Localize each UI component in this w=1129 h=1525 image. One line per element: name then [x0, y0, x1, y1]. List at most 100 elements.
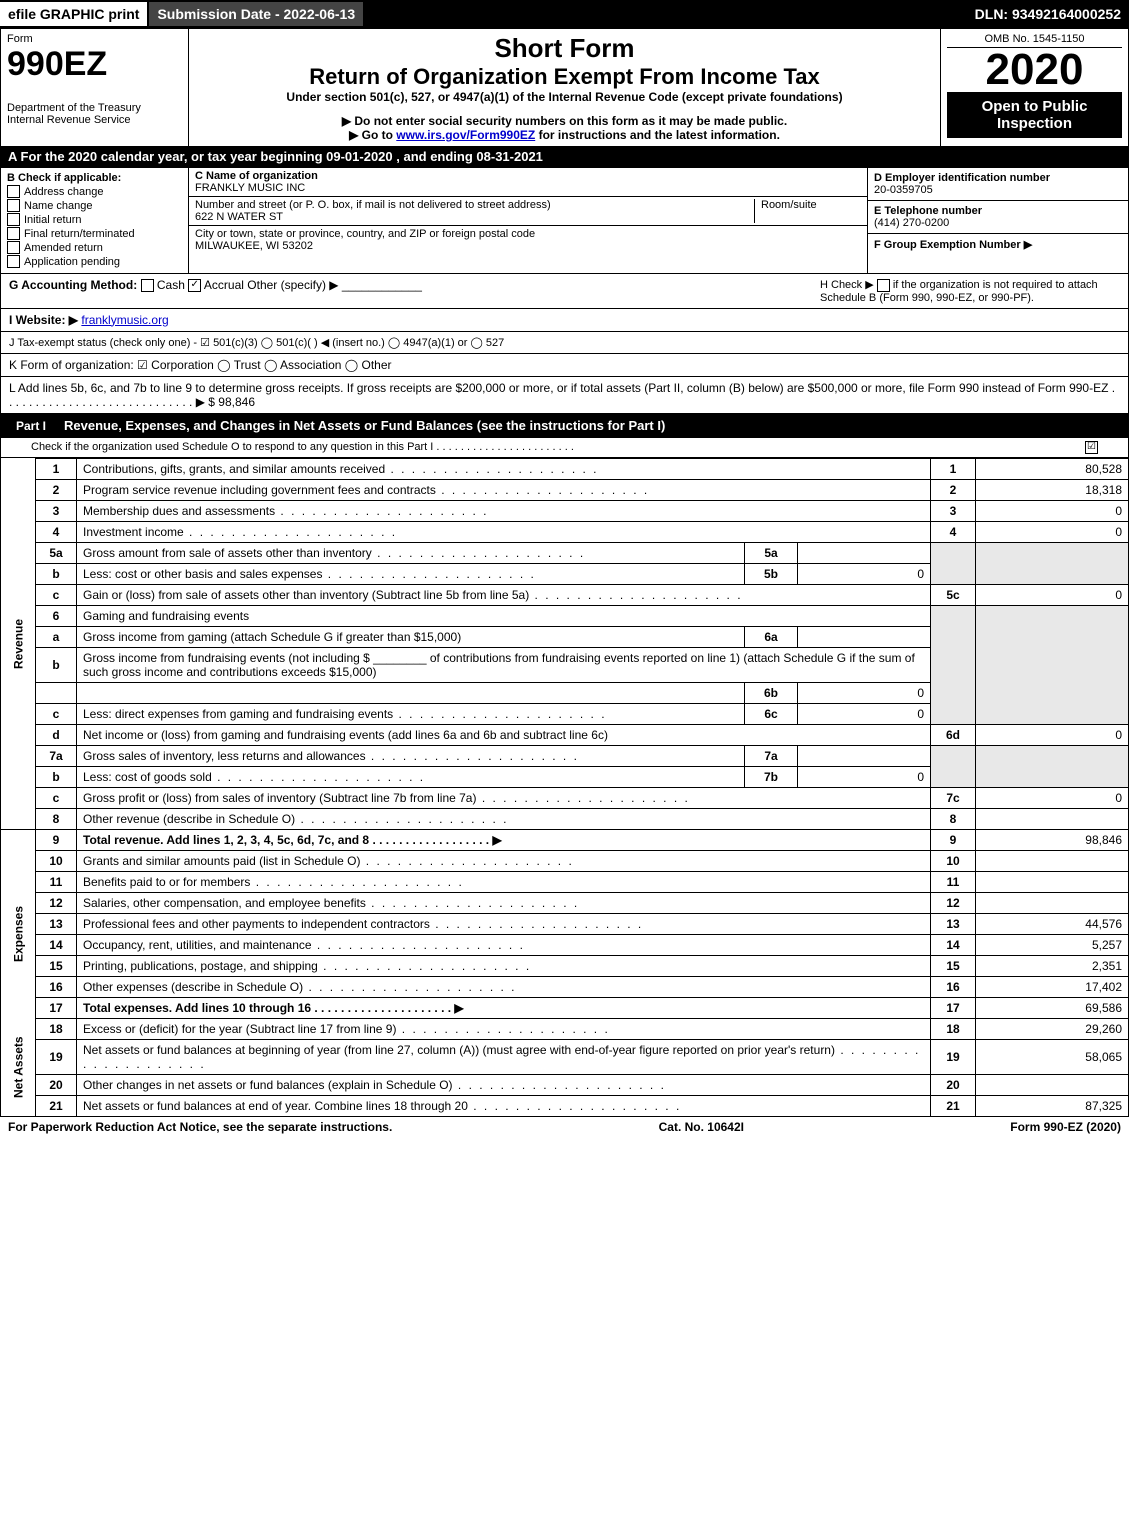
part1-checkbox[interactable]: ☑ — [1085, 441, 1098, 454]
l6b-num: b — [36, 647, 77, 682]
l6d-amt: 0 — [976, 724, 1129, 745]
g-label: G Accounting Method: — [9, 278, 137, 292]
checkbox-cash[interactable] — [141, 279, 154, 292]
l13-desc: Professional fees and other payments to … — [83, 917, 643, 931]
l6b-desc-spacer — [77, 682, 745, 703]
l6a-sval — [798, 626, 931, 647]
website-link[interactable]: franklymusic.org — [81, 313, 168, 327]
ein-value: 20-0359705 — [874, 184, 933, 196]
footer-right: Form 990-EZ (2020) — [1010, 1120, 1121, 1134]
header-center: Short Form Return of Organization Exempt… — [189, 29, 940, 146]
checkbox-final[interactable] — [7, 227, 20, 240]
checkbox-name[interactable] — [7, 199, 20, 212]
l7a-sval — [798, 745, 931, 766]
lines-table: Revenue 1 Contributions, gifts, grants, … — [0, 458, 1129, 1117]
city-label: City or town, state or province, country… — [195, 228, 861, 240]
l-text: L Add lines 5b, 6c, and 7b to line 9 to … — [9, 381, 1115, 409]
rev-spacer — [1, 829, 36, 850]
form-header: Form 990EZ Department of the Treasury In… — [0, 28, 1129, 146]
other-label: Other (specify) ▶ — [247, 278, 338, 292]
city-value: MILWAUKEE, WI 53202 — [195, 240, 861, 252]
header-right: OMB No. 1545-1150 2020 Open to Public In… — [940, 29, 1128, 146]
goto-post: for instructions and the latest informat… — [539, 128, 780, 142]
l5b-sub: 5b — [745, 563, 798, 584]
box-b: B Check if applicable: Address change Na… — [1, 168, 189, 273]
checkbox-amended[interactable] — [7, 241, 20, 254]
l10-num: 10 — [36, 850, 77, 871]
l1-col: 1 — [931, 458, 976, 479]
l10-desc: Grants and similar amounts paid (list in… — [83, 854, 574, 868]
l15-desc: Printing, publications, postage, and shi… — [83, 959, 531, 973]
accrual-label: Accrual — [204, 278, 244, 292]
l7c-num: c — [36, 787, 77, 808]
l5c-desc: Gain or (loss) from sale of assets other… — [83, 588, 743, 602]
l7b-sval: 0 — [798, 766, 931, 787]
l6-desc: Gaming and fundraising events — [77, 605, 931, 626]
checkbox-pending[interactable] — [7, 255, 20, 268]
l6a-sub: 6a — [745, 626, 798, 647]
l7b-sub: 7b — [745, 766, 798, 787]
part1-label: Part I — [8, 417, 54, 435]
footer-center: Cat. No. 10642I — [659, 1120, 744, 1134]
l2-desc: Program service revenue including govern… — [83, 483, 649, 497]
efile-label[interactable]: efile GRAPHIC print — [0, 2, 147, 26]
l11-col: 11 — [931, 871, 976, 892]
l20-desc: Other changes in net assets or fund bala… — [83, 1078, 666, 1092]
l6-grey-amt — [976, 605, 1129, 724]
l5c-amt: 0 — [976, 584, 1129, 605]
l10-amt — [976, 850, 1129, 871]
line-k: K Form of organization: ☑ Corporation ◯ … — [0, 354, 1129, 377]
l15-col: 15 — [931, 955, 976, 976]
submission-date: Submission Date - 2022-06-13 — [147, 0, 365, 28]
l6b-sval: 0 — [798, 682, 931, 703]
l12-col: 12 — [931, 892, 976, 913]
l4-num: 4 — [36, 521, 77, 542]
l6-num: 6 — [36, 605, 77, 626]
form-number: 990EZ — [7, 45, 182, 84]
l6c-sval: 0 — [798, 703, 931, 724]
l3-amt: 0 — [976, 500, 1129, 521]
l8-amt — [976, 808, 1129, 829]
l11-num: 11 — [36, 871, 77, 892]
checkbox-initial[interactable] — [7, 213, 20, 226]
l19-amt: 58,065 — [976, 1039, 1129, 1074]
cb-label-final: Final return/terminated — [24, 228, 135, 240]
l19-num: 19 — [36, 1039, 77, 1074]
l7-grey — [931, 745, 976, 787]
info-grid: B Check if applicable: Address change Na… — [0, 167, 1129, 274]
checkbox-h[interactable] — [877, 279, 890, 292]
l13-num: 13 — [36, 913, 77, 934]
l5c-col: 5c — [931, 584, 976, 605]
l15-num: 15 — [36, 955, 77, 976]
checkbox-address[interactable] — [7, 185, 20, 198]
goto-line: ▶ Go to www.irs.gov/Form990EZ for instru… — [195, 128, 934, 142]
l14-col: 14 — [931, 934, 976, 955]
revenue-side-label: Revenue — [1, 458, 36, 829]
form-word: Form — [7, 33, 182, 45]
l2-col: 2 — [931, 479, 976, 500]
l1-desc: Contributions, gifts, grants, and simila… — [83, 462, 599, 476]
goto-pre: ▶ Go to — [349, 128, 396, 142]
l5b-num: b — [36, 563, 77, 584]
l5a-sval — [798, 542, 931, 563]
l6c-sub: 6c — [745, 703, 798, 724]
checkbox-accrual[interactable]: ✓ — [188, 279, 201, 292]
l21-desc: Net assets or fund balances at end of ye… — [83, 1099, 681, 1113]
l6d-col: 6d — [931, 724, 976, 745]
l6c-num: c — [36, 703, 77, 724]
tax-year: 2020 — [947, 48, 1122, 92]
part1-sub-text: Check if the organization used Schedule … — [31, 441, 574, 454]
l17-desc: Total expenses. Add lines 10 through 16 … — [83, 1001, 464, 1015]
goto-link[interactable]: www.irs.gov/Form990EZ — [396, 128, 535, 142]
f-label: F Group Exemption Number ▶ — [874, 239, 1032, 251]
l6d-desc: Net income or (loss) from gaming and fun… — [77, 724, 931, 745]
dept-irs: Internal Revenue Service — [7, 114, 182, 126]
l3-num: 3 — [36, 500, 77, 521]
l12-num: 12 — [36, 892, 77, 913]
l5c-num: c — [36, 584, 77, 605]
l-value: 98,846 — [218, 395, 255, 409]
cash-label: Cash — [157, 278, 185, 292]
l7a-num: 7a — [36, 745, 77, 766]
l8-num: 8 — [36, 808, 77, 829]
l17-num: 17 — [36, 997, 77, 1018]
